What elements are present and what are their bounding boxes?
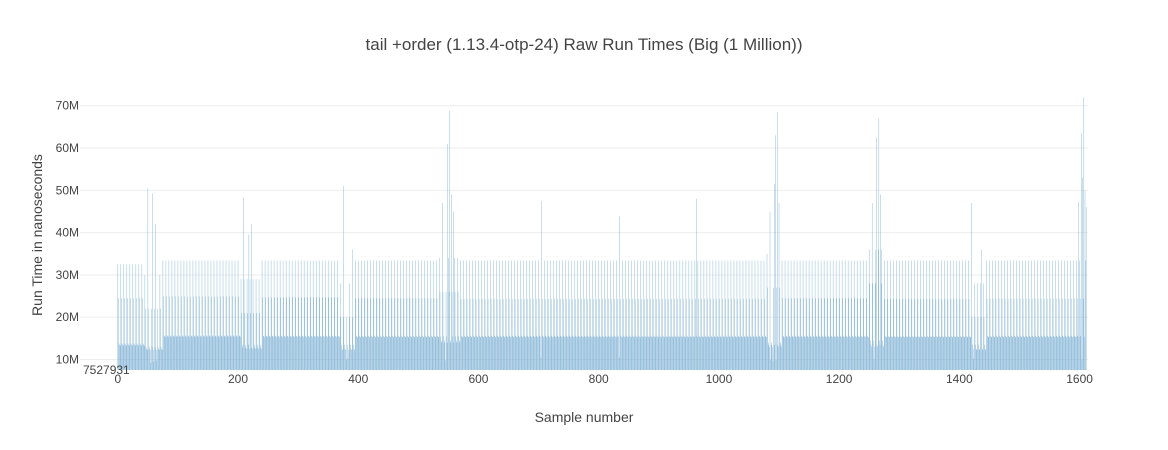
grid-lines [80, 105, 1088, 361]
x-tick-label: 1000 [706, 372, 733, 386]
chart-title: tail +order (1.13.4-otp-24) Raw Run Time… [366, 35, 803, 54]
x-tick-label: 1400 [946, 372, 973, 386]
x-axis-title: Sample number [535, 409, 634, 425]
y-tick-label: 20M [56, 310, 79, 324]
x-tick-label: 0 [114, 372, 121, 386]
x-tick-label: 800 [589, 372, 609, 386]
y-tick-label: 40M [56, 226, 79, 240]
bars [117, 97, 1087, 371]
y-tick-label: 30M [56, 268, 79, 282]
y-tick-label: 70M [56, 99, 79, 113]
x-tick-label: 600 [468, 372, 488, 386]
y-axis-base-label: 7527931 [83, 363, 130, 377]
y-axis-ticks: 10M 20M 30M 40M 50M 60M 70M [56, 99, 79, 367]
y-tick-label: 50M [56, 183, 79, 197]
y-axis-title: Run Time in nanoseconds [29, 154, 45, 316]
x-tick-label: 1200 [826, 372, 853, 386]
y-tick-label: 10M [56, 353, 79, 367]
x-tick-label: 400 [348, 372, 368, 386]
y-tick-label: 60M [56, 141, 79, 155]
x-tick-label: 200 [228, 372, 248, 386]
x-axis-ticks: 0 200 400 600 800 1000 1200 1400 1600 [114, 372, 1093, 386]
x-tick-label: 1600 [1066, 372, 1093, 386]
